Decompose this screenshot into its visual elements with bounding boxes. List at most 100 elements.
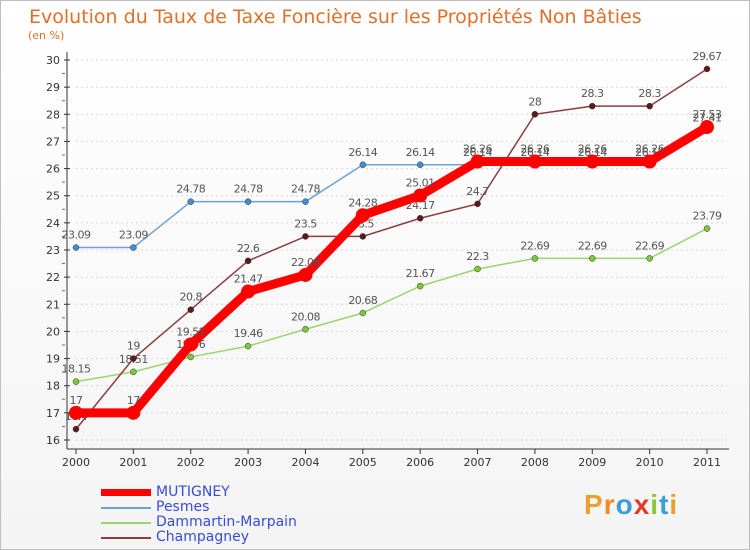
legend-swatch [101, 507, 151, 509]
data-point [646, 255, 653, 262]
data-label: 26.14 [406, 146, 435, 159]
x-tick-label: 2001 [119, 456, 147, 469]
x-tick-label: 2003 [234, 456, 262, 469]
data-point [589, 255, 596, 262]
data-label: 21.67 [406, 267, 435, 280]
proxiti-logo: Proxiti [584, 489, 678, 521]
data-point [474, 200, 481, 208]
legend-label: Pesmes [156, 499, 210, 515]
legend-label: Dammartin-Marpain [156, 514, 297, 530]
data-point [244, 198, 252, 205]
x-tick-label: 2010 [636, 456, 664, 469]
data-point [72, 378, 80, 385]
data-label: 17 [127, 394, 140, 407]
logo-letter: x [633, 489, 651, 520]
data-label: 27.41 [693, 111, 722, 124]
data-label: 20.68 [348, 294, 377, 307]
data-label: 23.09 [119, 229, 148, 242]
x-tick-label: 2007 [464, 456, 492, 469]
series-dammartin-marpain: 18.1518.5119.0619.4620.0820.6821.6722.32… [62, 210, 722, 385]
y-tick-label: 27 [46, 135, 60, 148]
data-point [700, 120, 714, 135]
data-point [416, 161, 424, 169]
y-tick-label: 18 [46, 380, 60, 393]
data-label: 27.53 [693, 108, 722, 121]
series-line-champagney [75, 68, 708, 430]
data-label: 19.46 [234, 327, 263, 340]
y-tick-label: 23 [46, 244, 60, 257]
data-label: 26.26 [578, 143, 607, 156]
y-tick-label: 28 [46, 108, 60, 121]
y-tick-label: 20 [46, 325, 60, 338]
data-point [703, 65, 711, 73]
logo-letter: o [615, 489, 634, 520]
data-label: 20.08 [291, 310, 320, 323]
chart-title: Evolution du Taux de Taxe Foncière sur l… [29, 6, 642, 28]
logo-letter: i [650, 489, 660, 520]
data-point [355, 208, 370, 223]
data-label: 28.3 [581, 87, 604, 100]
data-point [302, 233, 309, 240]
x-tick-label: 2006 [406, 456, 434, 469]
data-label: 18.15 [62, 363, 91, 376]
data-point [72, 244, 80, 251]
data-label: 17 [70, 394, 83, 407]
data-point [416, 282, 424, 290]
x-tick-label: 2011 [693, 456, 721, 469]
data-label: 24.78 [234, 183, 263, 196]
data-point [187, 353, 194, 361]
data-point [589, 102, 596, 110]
legend-label: MUTIGNEY [156, 484, 230, 500]
data-point [474, 265, 481, 273]
legend-swatch [101, 537, 151, 539]
data-point [130, 355, 137, 362]
data-label: 29.67 [693, 50, 722, 63]
y-tick-label: 26 [46, 163, 60, 176]
y-tick-label: 24 [46, 217, 60, 230]
data-label: 23.5 [294, 217, 317, 230]
data-point [416, 214, 424, 222]
data-label: 26.14 [463, 146, 492, 159]
data-point [703, 225, 711, 232]
legend-swatch [101, 522, 151, 524]
data-point [241, 284, 256, 299]
data-label: 22.3 [466, 250, 489, 263]
data-point [130, 244, 137, 251]
series-line-mutigney [71, 122, 712, 418]
x-tick-label: 2009 [578, 456, 606, 469]
data-label: 23.79 [693, 210, 722, 223]
legend-swatch [101, 489, 151, 496]
y-tick-label: 25 [46, 190, 60, 203]
data-label: 21.47 [234, 273, 263, 286]
data-point [187, 306, 194, 313]
data-label: 22.6 [237, 242, 260, 255]
data-point [527, 154, 542, 169]
data-label: 19.52 [176, 325, 205, 338]
x-axis-ticks: 2000 2001 2002 2003 2004 2005 2006 2007 2008 2009… [62, 449, 721, 469]
data-label: 22.69 [520, 239, 549, 252]
data-label: 23.09 [62, 229, 91, 242]
x-tick-label: 2000 [62, 456, 90, 469]
data-label: 26.14 [348, 146, 377, 159]
data-label: 26.26 [463, 143, 492, 156]
data-point [359, 161, 367, 169]
y-tick-label: 30 [46, 54, 60, 67]
logo-letter: r [603, 489, 616, 520]
data-point [72, 425, 80, 433]
legend-label: Champagney [156, 529, 249, 545]
data-label: 26.26 [520, 143, 549, 156]
data-label: 24.7 [466, 185, 489, 198]
data-label: 28 [528, 95, 541, 108]
data-point [531, 255, 539, 262]
data-point [359, 233, 367, 240]
x-tick-label: 2002 [177, 456, 205, 469]
data-point [413, 188, 428, 203]
y-tick-label: 16 [46, 434, 60, 447]
data-label: 24.78 [176, 183, 205, 196]
series-line-pesmes [75, 129, 708, 249]
data-label: 22.69 [578, 239, 607, 252]
data-label: 24.28 [348, 196, 377, 209]
data-point [244, 257, 252, 265]
